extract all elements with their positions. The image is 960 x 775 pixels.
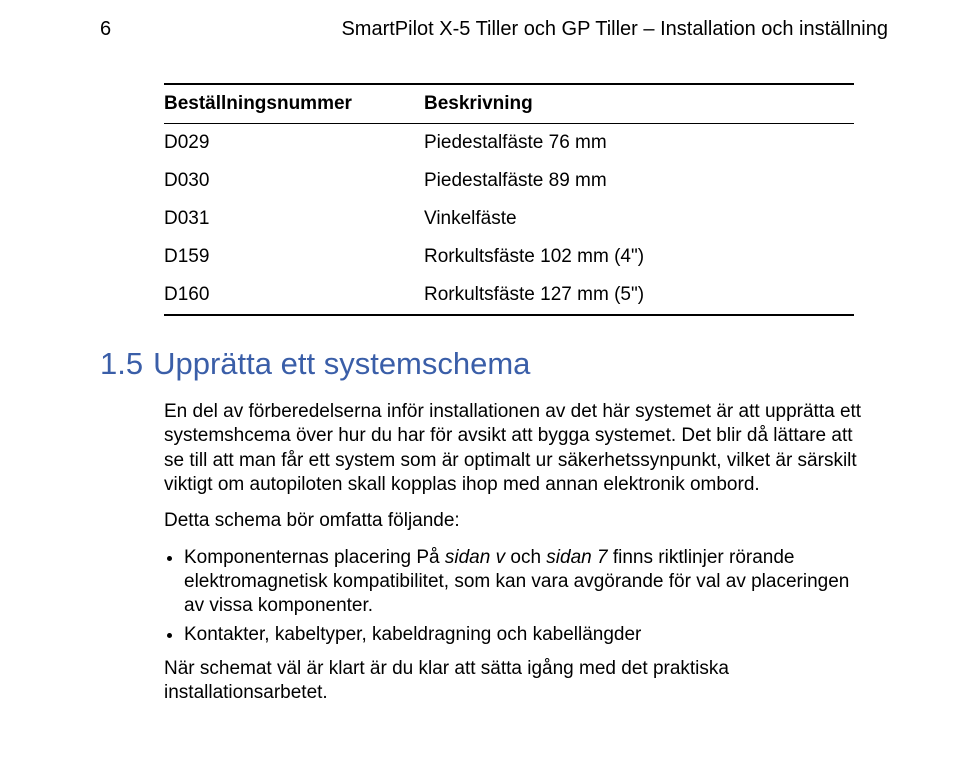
cell-description: Piedestalfäste 76 mm <box>424 132 854 154</box>
paragraph-lead: Detta schema bör omfatta följande: <box>164 509 864 533</box>
table-rule-bottom <box>164 314 854 316</box>
bullet-list: Komponenternas placering På sidan v och … <box>164 546 864 647</box>
table-row: D159 Rorkultsfäste 102 mm (4") <box>164 238 854 276</box>
table-row: D030 Piedestalfäste 89 mm <box>164 162 854 200</box>
column-header-order-number: Beställningsnummer <box>164 93 424 115</box>
paragraph: När schemat väl är klart är du klar att … <box>164 657 864 706</box>
list-item: Komponenternas placering På sidan v och … <box>184 546 864 619</box>
cell-order-number: D029 <box>164 132 424 154</box>
page-number: 6 <box>100 18 140 41</box>
section-heading: 1.5 Upprätta ett systemschema <box>100 346 888 382</box>
table-row: D160 Rorkultsfäste 127 mm (5") <box>164 276 854 314</box>
text-run-italic: sidan v <box>445 547 505 568</box>
page-header: 6 SmartPilot X-5 Tiller och GP Tiller – … <box>100 18 888 41</box>
section-number: 1.5 <box>100 346 143 381</box>
document-page: 6 SmartPilot X-5 Tiller och GP Tiller – … <box>0 0 960 775</box>
column-header-description: Beskrivning <box>424 93 854 115</box>
table-row: D031 Vinkelfäste <box>164 200 854 238</box>
cell-order-number: D159 <box>164 246 424 268</box>
document-header-title: SmartPilot X-5 Tiller och GP Tiller – In… <box>140 18 888 41</box>
cell-description: Vinkelfäste <box>424 208 854 230</box>
table-row: D029 Piedestalfäste 76 mm <box>164 124 854 162</box>
text-run: Komponenternas placering På <box>184 547 445 568</box>
table-header-row: Beställningsnummer Beskrivning <box>164 85 854 123</box>
list-item: Kontakter, kabeltyper, kabeldragning och… <box>184 623 864 647</box>
cell-description: Piedestalfäste 89 mm <box>424 170 854 192</box>
text-run-italic: sidan 7 <box>546 547 607 568</box>
cell-description: Rorkultsfäste 127 mm (5") <box>424 284 854 306</box>
parts-table: Beställningsnummer Beskrivning D029 Pied… <box>164 83 854 316</box>
cell-order-number: D030 <box>164 170 424 192</box>
section-title: Upprätta ett systemschema <box>153 346 530 381</box>
section-body: En del av förberedelserna inför installa… <box>164 400 864 705</box>
cell-description: Rorkultsfäste 102 mm (4") <box>424 246 854 268</box>
paragraph: En del av förberedelserna inför installa… <box>164 400 864 497</box>
text-run: och <box>505 547 546 568</box>
cell-order-number: D160 <box>164 284 424 306</box>
cell-order-number: D031 <box>164 208 424 230</box>
